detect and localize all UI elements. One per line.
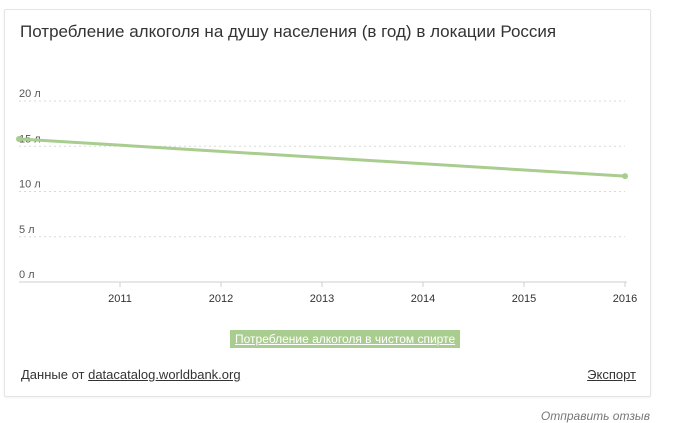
y-tick-label: 5 л: [19, 224, 35, 236]
series-line: [17, 137, 627, 178]
x-tick-label: 2013: [310, 293, 334, 305]
source-text: Данные от datacatalog.worldbank.org: [21, 367, 241, 382]
series: [16, 136, 628, 180]
line-chart: 0 л5 л10 л15 л20 л 2011 2012 2013 2014 2015 2…: [16, 88, 637, 305]
feedback-link[interactable]: Отправить отзыв: [540, 409, 650, 423]
y-tick-label: 20 л: [19, 88, 41, 100]
x-tick-label: 2014: [411, 293, 435, 305]
source-prefix: Данные от: [21, 367, 89, 382]
source-link[interactable]: datacatalog.worldbank.org: [88, 367, 241, 382]
x-tick-label: 2012: [209, 293, 233, 305]
y-tick-label: 10 л: [19, 179, 41, 191]
data-point: [622, 173, 628, 180]
chart-title: Потребление алкоголя на душу населения (…: [20, 22, 557, 41]
x-tick-label: 2015: [512, 293, 536, 305]
x-tick-label: 2016: [613, 293, 637, 305]
y-tick-label: 0 л: [19, 269, 35, 281]
export-link[interactable]: Экспорт: [587, 367, 636, 382]
grid: [19, 100, 625, 238]
x-tick-label: 2011: [108, 293, 132, 305]
legend-item[interactable]: Потребление алкоголя в чистом спирте: [230, 330, 461, 348]
chart-card: Потребление алкоголя на душу населения (…: [4, 9, 651, 397]
x-axis-ticks: 2011 2012 2013 2014 2015 2016: [108, 282, 637, 305]
y-axis-ticks: 0 л5 л10 л15 л20 л: [19, 88, 41, 281]
data-point: [16, 136, 22, 143]
